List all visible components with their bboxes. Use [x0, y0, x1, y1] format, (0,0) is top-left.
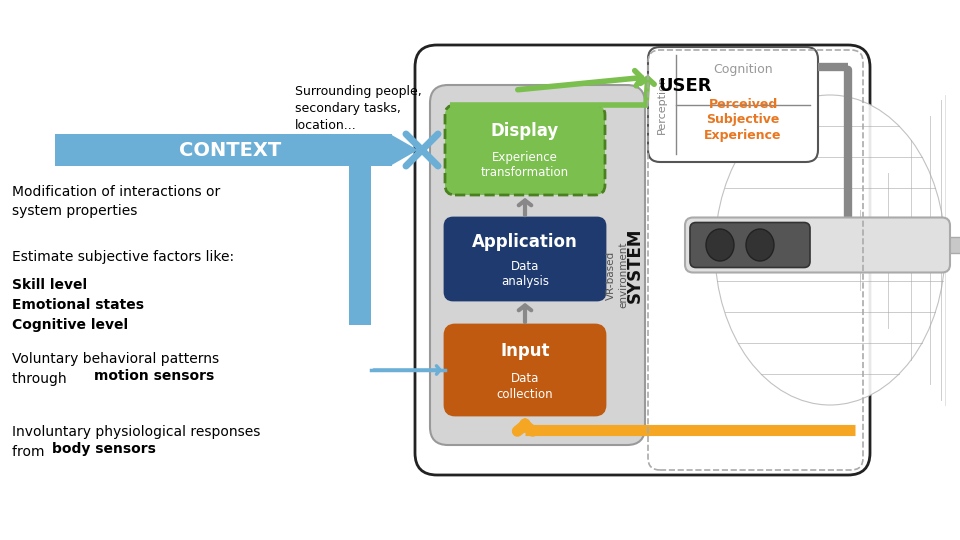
Bar	[55, 134, 392, 166]
Bar	[945, 237, 960, 253]
Text: Cognitive level: Cognitive level	[12, 318, 128, 332]
FancyBboxPatch shape	[430, 85, 645, 445]
Text: Experience
transformation: Experience transformation	[481, 151, 569, 179]
Text: CONTEXT: CONTEXT	[179, 140, 281, 159]
Text: Perception: Perception	[657, 75, 667, 134]
Text: body sensors: body sensors	[52, 442, 156, 456]
Ellipse shape	[746, 229, 774, 261]
Text: Data
collection: Data collection	[496, 373, 553, 402]
FancyBboxPatch shape	[445, 218, 605, 300]
Bar	[349, 166, 371, 325]
Text: Data
analysis: Data analysis	[501, 260, 549, 288]
FancyBboxPatch shape	[685, 218, 950, 273]
Text: Modification of interactions or
system properties: Modification of interactions or system p…	[12, 185, 220, 219]
Text: Skill level: Skill level	[12, 278, 87, 292]
Text: Emotional states: Emotional states	[12, 298, 144, 312]
FancyArrow shape	[390, 134, 418, 166]
FancyBboxPatch shape	[690, 222, 810, 267]
Text: Involuntary physiological responses
from: Involuntary physiological responses from	[12, 425, 260, 458]
Ellipse shape	[715, 95, 945, 405]
Text: Voluntary behavioral patterns
through: Voluntary behavioral patterns through	[12, 352, 219, 386]
FancyBboxPatch shape	[445, 325, 605, 415]
Text: Perceived
Subjective
Experience: Perceived Subjective Experience	[705, 98, 781, 143]
Text: Display: Display	[491, 122, 559, 140]
Text: USER: USER	[659, 77, 711, 95]
FancyBboxPatch shape	[648, 47, 818, 162]
Text: Surrounding people,
secondary tasks,
location...: Surrounding people, secondary tasks, loc…	[295, 85, 421, 132]
Ellipse shape	[706, 229, 734, 261]
Text: Cognition: Cognition	[713, 63, 773, 76]
Text: Input: Input	[500, 342, 550, 360]
FancyBboxPatch shape	[445, 105, 605, 195]
Text: Application: Application	[472, 233, 578, 251]
Text: Estimate subjective factors like:: Estimate subjective factors like:	[12, 250, 234, 264]
Text: SYSTEM: SYSTEM	[626, 227, 644, 303]
Text: VR-based
environment: VR-based environment	[606, 242, 628, 308]
FancyBboxPatch shape	[415, 45, 870, 475]
Text: motion sensors: motion sensors	[94, 369, 214, 383]
